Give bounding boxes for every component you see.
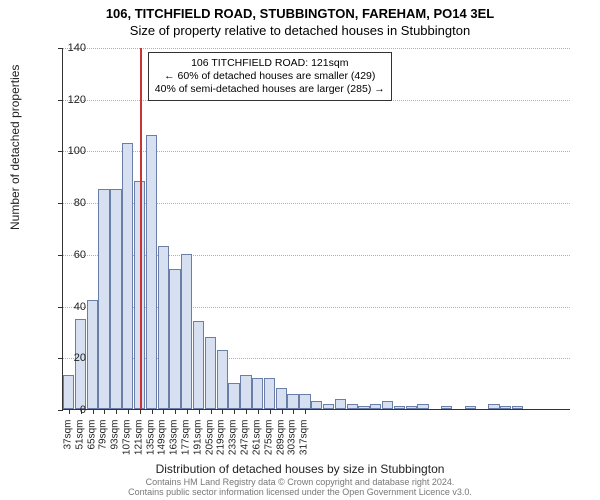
- x-tick-label: 121sqm: [133, 420, 144, 480]
- histogram-bar: [500, 406, 511, 409]
- x-tick-mark: [270, 409, 271, 414]
- y-tick-label: 20: [46, 352, 86, 364]
- x-tick-mark: [152, 409, 153, 414]
- footer-line-2: Contains public sector information licen…: [0, 488, 600, 498]
- histogram-bar: [181, 254, 192, 409]
- annotation-line-1: 106 TITCHFIELD ROAD: 121sqm: [155, 57, 385, 70]
- x-tick-mark: [104, 409, 105, 414]
- x-tick-label: 317sqm: [299, 420, 310, 480]
- x-tick-label: 163sqm: [169, 420, 180, 480]
- x-tick-mark: [258, 409, 259, 414]
- histogram-bar: [406, 406, 417, 409]
- histogram-bar: [441, 406, 452, 409]
- y-tick-label: 60: [46, 249, 86, 261]
- histogram-bar: [276, 388, 287, 409]
- x-tick-mark: [93, 409, 94, 414]
- subject-marker-line: [140, 48, 142, 409]
- x-tick-label: 149sqm: [157, 420, 168, 480]
- x-tick-mark: [140, 409, 141, 414]
- histogram-bar: [110, 189, 121, 409]
- x-tick-label: 37sqm: [62, 420, 73, 480]
- histogram-bar: [347, 404, 358, 409]
- x-tick-label: 219sqm: [216, 420, 227, 480]
- x-tick-mark: [293, 409, 294, 414]
- histogram-bar: [394, 406, 405, 409]
- plot-area: 106 TITCHFIELD ROAD: 121sqm← 60% of deta…: [62, 48, 570, 410]
- histogram-bar: [417, 404, 428, 409]
- y-tick-label: 100: [46, 145, 86, 157]
- y-axis-label: Number of detached properties: [8, 65, 22, 230]
- histogram-bar: [252, 378, 263, 409]
- histogram-bar: [122, 143, 133, 409]
- histogram-bar: [287, 394, 298, 410]
- histogram-bar: [228, 383, 239, 409]
- x-tick-label: 79sqm: [98, 420, 109, 480]
- histogram-bar: [335, 399, 346, 409]
- x-tick-mark: [163, 409, 164, 414]
- histogram-bar: [465, 406, 476, 409]
- histogram-bar: [87, 300, 98, 409]
- footer-attribution: Contains HM Land Registry data © Crown c…: [0, 478, 600, 498]
- x-tick-mark: [116, 409, 117, 414]
- x-tick-label: 233sqm: [228, 420, 239, 480]
- chart-title: 106, TITCHFIELD ROAD, STUBBINGTON, FAREH…: [0, 0, 600, 21]
- y-tick-label: 80: [46, 197, 86, 209]
- x-tick-mark: [305, 409, 306, 414]
- annotation-box: 106 TITCHFIELD ROAD: 121sqm← 60% of deta…: [148, 52, 392, 101]
- histogram-bar: [98, 189, 109, 409]
- x-tick-mark: [246, 409, 247, 414]
- histogram-bar: [217, 350, 228, 409]
- x-tick-label: 65sqm: [86, 420, 97, 480]
- histogram-bar: [240, 375, 251, 409]
- x-tick-mark: [175, 409, 176, 414]
- histogram-bar: [512, 406, 523, 409]
- y-tick-label: 40: [46, 301, 86, 313]
- x-tick-label: 261sqm: [251, 420, 262, 480]
- y-tick-label: 140: [46, 42, 86, 54]
- x-tick-mark: [211, 409, 212, 414]
- x-tick-mark: [199, 409, 200, 414]
- x-tick-label: 93sqm: [110, 420, 121, 480]
- histogram-bar: [488, 404, 499, 409]
- x-tick-mark: [282, 409, 283, 414]
- chart-subtitle: Size of property relative to detached ho…: [0, 21, 600, 38]
- annotation-line-3: 40% of semi-detached houses are larger (…: [155, 83, 385, 96]
- histogram-bar: [158, 246, 169, 409]
- x-tick-mark: [234, 409, 235, 414]
- x-tick-label: 177sqm: [181, 420, 192, 480]
- histogram-bar: [193, 321, 204, 409]
- y-tick-label: 120: [46, 94, 86, 106]
- x-tick-label: 51sqm: [74, 420, 85, 480]
- histogram-bar: [264, 378, 275, 409]
- histogram-bar: [299, 394, 310, 410]
- x-tick-label: 107sqm: [121, 420, 132, 480]
- x-tick-label: 191sqm: [192, 420, 203, 480]
- x-tick-label: 275sqm: [263, 420, 274, 480]
- histogram-bar: [311, 401, 322, 409]
- x-tick-mark: [222, 409, 223, 414]
- histogram-bar: [146, 135, 157, 409]
- histogram-bar: [370, 404, 381, 409]
- chart-container: 106, TITCHFIELD ROAD, STUBBINGTON, FAREH…: [0, 0, 600, 500]
- histogram-bar: [323, 404, 334, 409]
- x-tick-label: 247sqm: [240, 420, 251, 480]
- histogram-bar: [358, 406, 369, 409]
- x-tick-label: 289sqm: [275, 420, 286, 480]
- histogram-bar: [205, 337, 216, 409]
- histogram-bar: [169, 269, 180, 409]
- histogram-bar: [382, 401, 393, 409]
- x-tick-label: 303sqm: [287, 420, 298, 480]
- y-tick-label: 0: [46, 404, 86, 416]
- x-tick-label: 135sqm: [145, 420, 156, 480]
- annotation-line-2: ← 60% of detached houses are smaller (42…: [155, 70, 385, 83]
- x-tick-mark: [128, 409, 129, 414]
- x-tick-label: 205sqm: [204, 420, 215, 480]
- x-tick-mark: [187, 409, 188, 414]
